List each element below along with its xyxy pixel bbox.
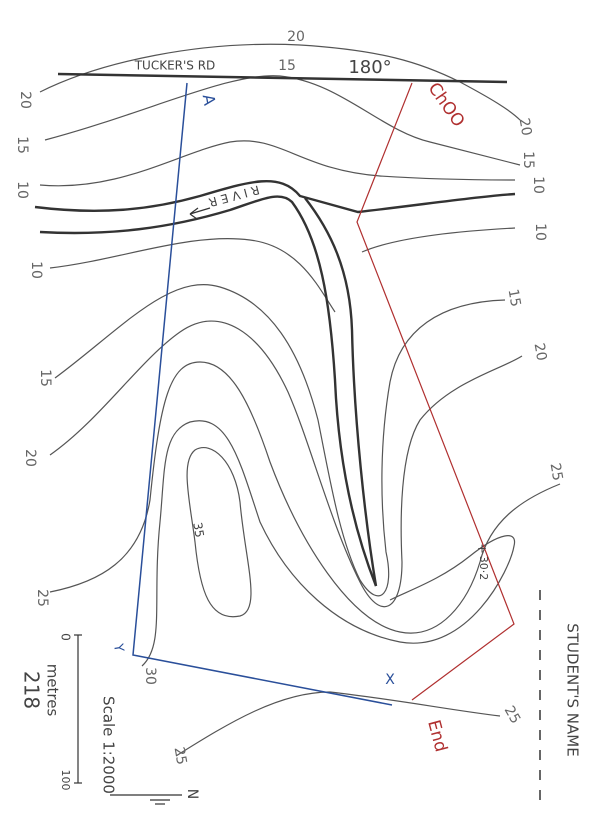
red-line xyxy=(356,82,515,701)
contour-label: 15 xyxy=(37,369,53,387)
north: N xyxy=(184,789,200,799)
blue-line xyxy=(132,82,393,706)
page-number: 218 xyxy=(20,671,44,709)
spot-mark: + xyxy=(477,542,487,556)
contour-label: 30 xyxy=(142,667,158,685)
scale: Scale 1:2000 xyxy=(100,696,118,794)
line-label: A xyxy=(199,93,220,107)
contour-label: 25 xyxy=(171,746,190,766)
contour-label: 35 xyxy=(190,521,206,538)
contour-label: 10 xyxy=(530,176,546,194)
point-label: Y xyxy=(110,642,126,653)
scale-end: 100 xyxy=(59,770,72,791)
contour-label: 15 xyxy=(278,58,296,74)
road-name: TUCKER'S RD xyxy=(134,59,216,73)
scale-unit: metres xyxy=(44,664,62,717)
contour-label: 15 xyxy=(505,288,524,308)
contours xyxy=(39,43,561,757)
road xyxy=(57,72,508,84)
point-label: X xyxy=(385,672,395,688)
contour-label: 10 xyxy=(28,261,44,279)
scale-start: 0 xyxy=(59,633,73,641)
contour-label: 20 xyxy=(287,29,305,45)
river xyxy=(34,179,516,587)
spot-height: 30·2 xyxy=(477,556,490,581)
contour-label: 20 xyxy=(17,91,33,109)
bearing: 180° xyxy=(348,57,391,78)
contour-label: 25 xyxy=(501,703,524,726)
student-name: STUDENT'S NAME xyxy=(564,623,582,756)
contour-label: 20 xyxy=(516,117,535,137)
contour-label: 25 xyxy=(547,462,566,482)
contour-label: 20 xyxy=(531,342,550,362)
contour-label: 25 xyxy=(34,589,50,607)
contour-label: 15 xyxy=(520,151,536,169)
contour-label: 10 xyxy=(532,223,548,241)
scale-bar xyxy=(74,634,182,805)
contour-label: 15 xyxy=(14,136,30,154)
contour-label: 20 xyxy=(22,449,38,467)
contour-label: 10 xyxy=(14,181,30,199)
